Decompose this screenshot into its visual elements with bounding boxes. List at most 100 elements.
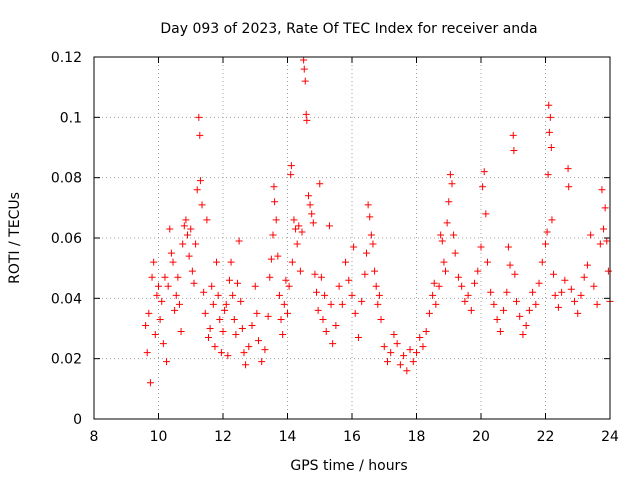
data-point — [196, 177, 204, 185]
data-point — [403, 367, 411, 375]
data-point — [561, 276, 569, 284]
data-point — [538, 258, 546, 266]
data-point — [224, 352, 232, 360]
data-point — [172, 291, 180, 299]
data-point — [567, 285, 575, 293]
data-point — [474, 267, 482, 275]
data-point — [163, 358, 171, 366]
data-point — [187, 225, 195, 233]
data-point — [203, 216, 211, 224]
data-point — [440, 258, 448, 266]
data-point — [179, 240, 187, 248]
data-point — [242, 361, 250, 369]
data-point — [596, 240, 604, 248]
data-point — [587, 231, 595, 239]
data-point — [274, 252, 282, 260]
data-point — [240, 349, 248, 357]
data-point — [193, 186, 201, 194]
data-point — [393, 340, 401, 348]
data-point — [522, 321, 530, 329]
data-point — [367, 231, 375, 239]
data-point — [230, 315, 238, 323]
x-tick-label: 16 — [343, 429, 361, 445]
data-point — [280, 300, 288, 308]
data-point — [371, 267, 379, 275]
data-point — [512, 297, 520, 305]
y-axis-ticks: 0 0.02 0.04 0.06 0.08 0.1 0.12 — [51, 50, 610, 428]
data-point — [185, 252, 193, 260]
data-point — [211, 343, 219, 351]
data-point — [314, 306, 322, 314]
data-point — [282, 276, 290, 284]
data-point — [601, 204, 609, 212]
data-point — [277, 315, 285, 323]
data-point — [300, 56, 308, 64]
data-point — [354, 334, 362, 342]
data-point — [155, 282, 162, 290]
data-point — [161, 273, 169, 281]
data-point — [372, 282, 380, 290]
data-point — [409, 358, 417, 366]
data-point — [295, 222, 303, 230]
data-point — [437, 231, 445, 239]
y-tick-label: 0.08 — [51, 171, 82, 187]
data-point — [158, 297, 166, 305]
data-point — [279, 331, 287, 339]
data-point — [532, 300, 540, 308]
y-tick-label: 0.12 — [51, 50, 82, 66]
data-point — [564, 165, 572, 173]
data-point — [238, 325, 246, 332]
data-point — [432, 300, 440, 308]
data-point — [266, 273, 274, 281]
data-point — [550, 270, 558, 278]
data-point — [483, 258, 491, 266]
data-point — [222, 300, 230, 308]
data-point — [219, 328, 227, 336]
data-point — [296, 267, 304, 275]
data-point — [264, 312, 272, 320]
data-point — [525, 306, 533, 314]
data-point — [180, 222, 188, 230]
data-point — [221, 306, 229, 314]
data-point — [590, 282, 598, 290]
data-point — [342, 258, 350, 266]
data-point — [153, 291, 161, 299]
data-point — [304, 192, 312, 200]
data-point — [535, 279, 543, 287]
data-point — [300, 65, 308, 73]
x-axis-ticks: 8 10 12 14 16 18 20 22 24 — [90, 57, 619, 445]
data-point — [166, 225, 174, 233]
data-point — [148, 273, 156, 281]
data-point — [511, 270, 519, 278]
data-point — [510, 147, 518, 155]
data-point — [604, 267, 612, 275]
data-point — [159, 340, 167, 348]
data-point — [156, 315, 164, 323]
data-point — [358, 297, 366, 305]
x-tick-label: 10 — [150, 429, 168, 445]
data-point — [195, 113, 203, 121]
data-point — [454, 273, 462, 281]
data-point — [547, 144, 555, 151]
data-point — [184, 231, 192, 239]
data-point — [390, 331, 398, 339]
data-point — [396, 361, 404, 369]
data-point — [198, 201, 206, 209]
data-point — [348, 291, 356, 299]
data-point — [303, 116, 311, 124]
data-point — [254, 337, 262, 345]
grid-lines — [94, 57, 610, 419]
data-point — [422, 328, 430, 336]
data-point — [225, 276, 233, 284]
data-point — [217, 349, 225, 357]
data-point — [445, 198, 453, 206]
data-point — [270, 183, 278, 191]
y-tick-label: 0 — [73, 412, 82, 428]
data-point — [461, 297, 469, 305]
data-point — [458, 282, 466, 290]
data-point — [192, 240, 200, 248]
data-point — [206, 325, 214, 332]
data-point — [287, 171, 295, 179]
data-point — [201, 309, 209, 317]
data-point — [500, 306, 508, 314]
